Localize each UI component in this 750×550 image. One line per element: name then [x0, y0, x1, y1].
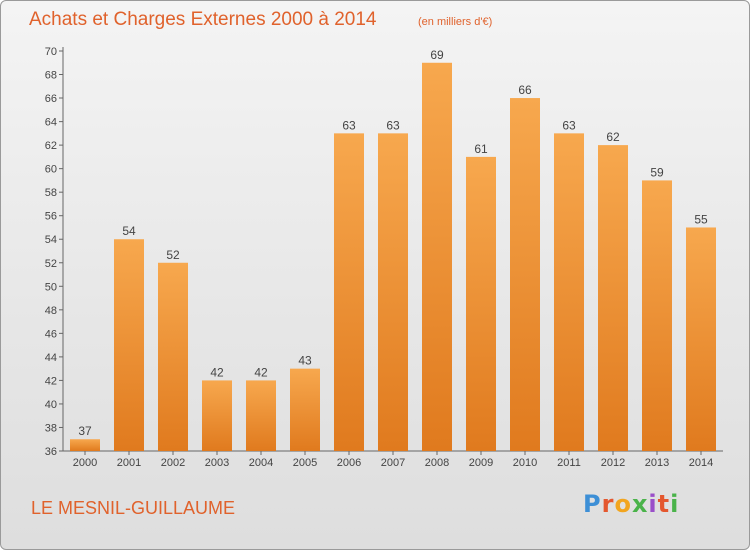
y-tick-label: 68 [45, 70, 57, 82]
data-label-2005: 43 [298, 354, 312, 368]
y-tick-label: 58 [45, 187, 57, 199]
y-tick-label: 66 [45, 93, 57, 105]
data-label-2000: 37 [78, 424, 92, 438]
bar-2002 [158, 262, 188, 451]
x-tick-label: 2003 [205, 457, 229, 469]
y-tick-label: 54 [45, 234, 57, 246]
data-label-2009: 61 [474, 142, 488, 156]
y-tick-label: 42 [45, 375, 57, 387]
x-tick-label: 2010 [513, 457, 537, 469]
x-tick-label: 2008 [425, 457, 449, 469]
bar-2003 [202, 380, 232, 451]
y-tick-label: 60 [45, 164, 57, 176]
bar-2005 [290, 368, 320, 451]
data-label-2014: 55 [694, 212, 708, 226]
y-tick-label: 40 [45, 399, 57, 411]
data-label-2007: 63 [386, 118, 400, 132]
x-tick-label: 2004 [249, 457, 273, 469]
bar-2011 [554, 133, 584, 451]
chart-title: Achats et Charges Externes 2000 à 2014 [29, 9, 377, 30]
y-tick-label: 50 [45, 281, 57, 293]
data-label-2013: 59 [650, 165, 664, 179]
y-tick-label: 36 [45, 446, 57, 458]
y-tick-label: 52 [45, 258, 57, 270]
x-tick-label: 2007 [381, 457, 405, 469]
y-tick-label: 44 [45, 352, 57, 364]
data-label-2002: 52 [166, 248, 180, 262]
y-tick-label: 38 [45, 422, 57, 434]
data-label-2004: 42 [254, 365, 268, 379]
y-tick-label: 46 [45, 328, 57, 340]
x-tick-label: 2012 [601, 457, 625, 469]
data-label-2011: 63 [562, 118, 576, 132]
data-label-2006: 63 [342, 118, 356, 132]
x-tick-label: 2009 [469, 457, 493, 469]
y-tick-label: 64 [45, 117, 57, 129]
data-label-2008: 69 [430, 48, 444, 62]
bar-2001 [114, 239, 144, 451]
bar-2008 [422, 62, 452, 451]
y-tick-label: 70 [45, 46, 57, 58]
x-tick-label: 2000 [73, 457, 97, 469]
x-tick-label: 2002 [161, 457, 185, 469]
chart-data-labels: 37 54 52 42 42 43 63 63 69 61 66 63 62 59 55 [78, 48, 708, 438]
bar-2010 [510, 98, 540, 451]
bar-2012 [598, 145, 628, 451]
data-label-2003: 42 [210, 365, 224, 379]
x-tick-label: 2006 [337, 457, 361, 469]
bar-2009 [466, 156, 496, 451]
chart-subtitle: (en milliers d'€) [418, 16, 493, 28]
bar-2006 [334, 133, 364, 451]
x-tick-label: 2001 [117, 457, 141, 469]
chart-bars [70, 62, 716, 452]
y-tick-label: 56 [45, 211, 57, 223]
commune-name: LE MESNIL-GUILLAUME [31, 498, 236, 518]
bar-2007 [378, 133, 408, 451]
bar-2000 [70, 439, 100, 451]
bar-2004 [246, 380, 276, 451]
x-tick-label: 2014 [689, 457, 713, 469]
proxiti-logo[interactable]: Proxiti [583, 490, 680, 518]
x-tick-label: 2011 [557, 457, 581, 469]
bar-2013 [642, 180, 672, 452]
x-tick-label: 2005 [293, 457, 317, 469]
x-tick-label: 2013 [645, 457, 669, 469]
y-tick-label: 48 [45, 305, 57, 317]
data-label-2012: 62 [606, 130, 620, 144]
data-label-2001: 54 [122, 224, 136, 238]
bar-2014 [686, 227, 716, 451]
y-tick-label: 62 [45, 140, 57, 152]
data-label-2010: 66 [518, 83, 532, 97]
